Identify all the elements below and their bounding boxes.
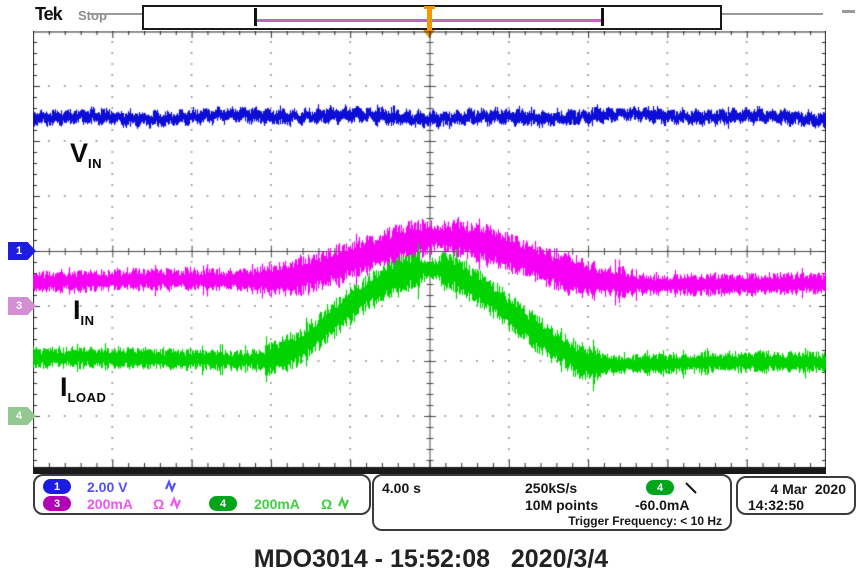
horizontal-trigger-readout-box[interactable]: 4.00 s 250kS/s 10M points 4 -60.0mA Trig… [372, 474, 732, 531]
time-readout: 14:32:50 [748, 497, 805, 513]
ch3-waveform-icon [169, 496, 182, 510]
acquisition-status: Stop [78, 8, 107, 23]
date-readout: 4 Mar 2020 [770, 481, 847, 497]
sample-rate-readout: 250kS/s [525, 480, 578, 496]
channel-readout-box[interactable]: 1 2.00 V 3 200mA Ω 4 200mA Ω [33, 474, 371, 515]
trigger-source-badge[interactable]: 4 [646, 480, 674, 495]
trigger-slope-falling-icon [685, 482, 697, 494]
record-length-readout: 10M points [525, 497, 599, 513]
iload-trace-label: ILOAD [60, 372, 107, 405]
datetime-box: 4 Mar 2020 14:32:50 [736, 476, 856, 515]
ch1-waveform-icon [164, 479, 177, 493]
ch4-coupling-icon: Ω [321, 496, 333, 512]
graticule-bottom-edge [33, 469, 826, 474]
ch1-ground-marker[interactable]: 1 [8, 242, 36, 260]
ch1-scale-readout: 2.00 V [87, 479, 128, 495]
ch3-marker-label: 3 [15, 300, 23, 312]
ch1-badge[interactable]: 1 [43, 479, 71, 494]
ch3-ground-marker[interactable]: 3 [8, 297, 36, 315]
trigger-level-readout: -60.0mA [635, 497, 690, 513]
iin-trace-label: IIN [73, 295, 95, 328]
zoom-window-right-cap [601, 8, 604, 26]
zoom-window-left-cap [254, 8, 257, 26]
graticule-waveform-area [33, 31, 826, 471]
ch4-ground-marker[interactable]: 4 [8, 407, 36, 425]
screenshot-caption: MDO3014 - 15:52:08 2020/3/4 [253, 545, 609, 573]
horizontal-scale-readout: 4.00 s [382, 480, 421, 496]
ch4-waveform-icon [337, 496, 350, 510]
ch3-coupling-icon: Ω [153, 496, 165, 512]
ch4-scale-readout: 200mA [254, 496, 300, 512]
ch3-badge[interactable]: 3 [43, 496, 71, 511]
ch1-marker-label: 1 [15, 245, 23, 257]
vin-trace-label: VIN [70, 138, 103, 171]
ch3-scale-readout: 200mA [87, 496, 133, 512]
top-right-dash [842, 10, 855, 13]
tek-logo: Tek [35, 4, 63, 24]
ch4-marker-label: 4 [15, 410, 23, 422]
ch4-badge[interactable]: 4 [209, 496, 237, 511]
trigger-frequency-readout: Trigger Frequency: < 10 Hz [568, 514, 722, 528]
